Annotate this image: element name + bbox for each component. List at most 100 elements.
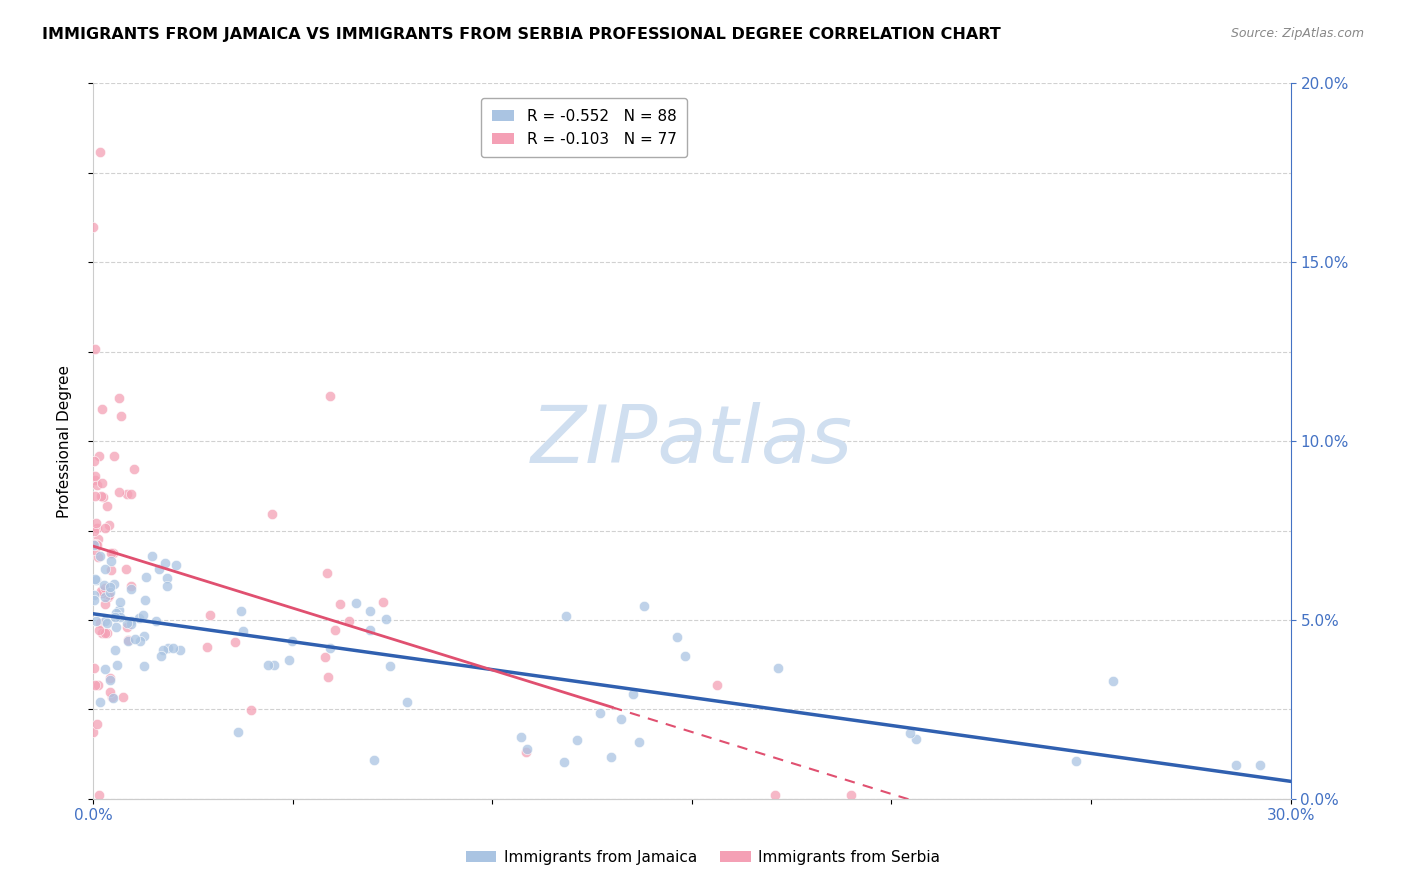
Point: [904, 731, 927, 746]
Point: [839, 788, 862, 802]
Point: [117, 634, 139, 648]
Point: [665, 630, 688, 644]
Point: [117, 620, 139, 634]
Point: [165, 558, 187, 573]
Point: [89, 145, 111, 159]
Point: [86, 716, 108, 731]
Point: [84, 614, 107, 628]
Point: [108, 610, 131, 624]
Point: [90, 490, 112, 504]
Point: [134, 592, 156, 607]
Text: IMMIGRANTS FROM JAMAICA VS IMMIGRANTS FROM SERBIA PROFESSIONAL DEGREE CORRELATIO: IMMIGRANTS FROM JAMAICA VS IMMIGRANTS FR…: [42, 27, 1001, 42]
Point: [96, 499, 118, 513]
Point: [122, 462, 145, 476]
Point: [112, 690, 135, 705]
Point: [516, 741, 538, 756]
Point: [84, 537, 107, 551]
Point: [110, 595, 132, 609]
Point: [82, 725, 104, 739]
Y-axis label: Professional Degree: Professional Degree: [58, 365, 72, 517]
Point: [610, 712, 633, 726]
Point: [363, 753, 385, 767]
Point: [84, 516, 107, 530]
Point: [706, 678, 728, 692]
Point: [91, 475, 114, 490]
Point: [257, 658, 280, 673]
Point: [108, 391, 131, 405]
Point: [117, 487, 139, 501]
Point: [100, 685, 122, 699]
Point: [344, 596, 367, 610]
Point: [371, 595, 394, 609]
Point: [120, 582, 142, 596]
Text: ZIPatlas: ZIPatlas: [531, 402, 853, 480]
Point: [224, 635, 246, 649]
Point: [239, 703, 262, 717]
Point: [319, 389, 342, 403]
Point: [1249, 757, 1271, 772]
Point: [900, 726, 922, 740]
Point: [1102, 673, 1125, 688]
Point: [162, 641, 184, 656]
Point: [515, 745, 537, 759]
Point: [633, 599, 655, 614]
Point: [90, 402, 112, 417]
Point: [260, 507, 283, 521]
Point: [97, 590, 120, 604]
Point: [359, 624, 381, 638]
Point: [86, 538, 108, 552]
Point: [627, 735, 650, 749]
Point: [87, 788, 110, 802]
Point: [156, 640, 179, 655]
Point: [91, 586, 114, 600]
Point: [83, 454, 105, 468]
Point: [110, 409, 132, 424]
Point: [103, 577, 125, 591]
Point: [600, 749, 623, 764]
Point: [83, 592, 105, 607]
Point: [114, 562, 136, 576]
Point: [124, 632, 146, 646]
Point: [105, 607, 128, 621]
Point: [128, 611, 150, 625]
Point: [145, 614, 167, 628]
Point: [278, 653, 301, 667]
Point: [319, 641, 342, 656]
Point: [90, 626, 112, 640]
Point: [104, 620, 127, 634]
Point: [83, 678, 105, 692]
Point: [108, 485, 131, 500]
Point: [323, 624, 346, 638]
Point: [89, 549, 111, 563]
Point: [232, 624, 254, 639]
Point: [101, 690, 124, 704]
Point: [104, 643, 127, 657]
Point: [83, 538, 105, 552]
Point: [120, 487, 142, 501]
Point: [316, 566, 339, 580]
Point: [198, 607, 221, 622]
Point: [380, 658, 402, 673]
Point: [117, 633, 139, 648]
Point: [93, 577, 115, 591]
Point: [84, 489, 107, 503]
Point: [83, 524, 105, 538]
Point: [100, 580, 122, 594]
Point: [94, 590, 117, 604]
Point: [768, 660, 790, 674]
Point: [98, 588, 121, 602]
Point: [117, 615, 139, 630]
Point: [375, 612, 398, 626]
Point: [83, 473, 105, 487]
Point: [101, 546, 124, 560]
Point: [120, 614, 142, 628]
Point: [150, 649, 173, 664]
Point: [155, 571, 177, 585]
Point: [141, 549, 163, 564]
Point: [132, 659, 155, 673]
Point: [83, 343, 105, 357]
Legend: Immigrants from Jamaica, Immigrants from Serbia: Immigrants from Jamaica, Immigrants from…: [460, 844, 946, 871]
Point: [132, 608, 155, 623]
Point: [86, 477, 108, 491]
Point: [555, 608, 578, 623]
